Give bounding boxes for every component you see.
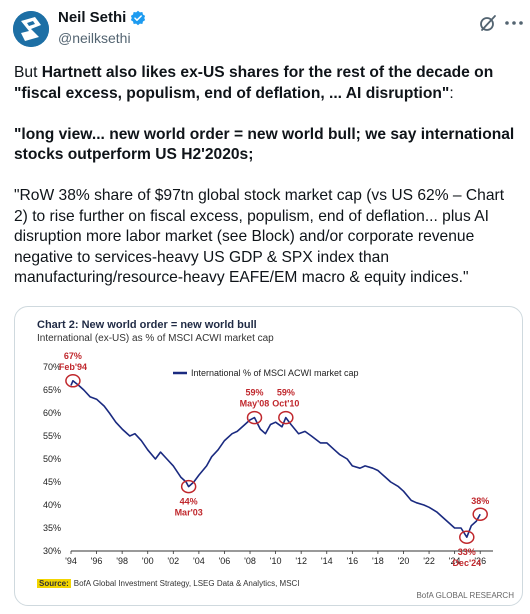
- chart-image-card[interactable]: Chart 2: New world order = new world bul…: [14, 306, 523, 606]
- y-tick-label: 70%: [43, 362, 61, 372]
- author-name[interactable]: Neil Sethi: [58, 9, 127, 26]
- chart-subtitle: International (ex-US) as % of MSCI ACWI …: [37, 333, 274, 344]
- y-tick-label: 50%: [43, 454, 61, 464]
- annotation-value: 38%: [471, 496, 489, 506]
- annotation-value: 59%: [245, 388, 263, 398]
- x-tick-label: '04: [193, 556, 205, 566]
- annotation-circle: [278, 410, 294, 425]
- x-tick-label: '16: [346, 556, 358, 566]
- x-tick-label: '24: [449, 556, 461, 566]
- verified-badge-icon: [131, 10, 146, 25]
- y-tick-label: 30%: [43, 546, 61, 556]
- y-tick-label: 60%: [43, 408, 61, 418]
- annotation-value: 59%: [277, 388, 295, 398]
- y-tick-label: 45%: [43, 477, 61, 487]
- annotation-circle: [246, 410, 263, 425]
- y-tick-label: 65%: [43, 385, 61, 395]
- annotation-date: Dec'24: [452, 558, 481, 568]
- annotation-value: 33%: [458, 547, 476, 557]
- tweet-paragraph-1: But Hartnett also likes ex-US shares for…: [14, 63, 522, 104]
- source-label: Source:: [37, 579, 71, 588]
- y-tick-label: 55%: [43, 431, 61, 441]
- x-tick-label: '06: [219, 556, 231, 566]
- chart-credit: BofA GLOBAL RESEARCH: [416, 591, 514, 600]
- annotation-date: Oct'10: [272, 399, 299, 409]
- more-options-icon[interactable]: [504, 20, 524, 26]
- tweet-paragraph-3: "RoW 38% share of $97tn global stock mar…: [14, 187, 509, 286]
- author-name-row[interactable]: Neil Sethi: [58, 9, 146, 26]
- series-line: [70, 380, 481, 538]
- avatar[interactable]: [13, 11, 49, 47]
- annotation-date: May'08: [240, 399, 270, 409]
- x-tick-label: '94: [65, 556, 77, 566]
- annotation-circle: [180, 479, 197, 494]
- x-tick-label: '12: [295, 556, 307, 566]
- x-tick-label: '10: [270, 556, 282, 566]
- y-tick-label: 40%: [43, 500, 61, 510]
- x-tick-label: '98: [116, 556, 128, 566]
- annotation-circle: [65, 374, 81, 388]
- annotation-date: Mar'03: [175, 508, 203, 518]
- x-tick-label: '26: [474, 556, 486, 566]
- annotation-circle: [459, 530, 475, 544]
- tweet-p1-bold: Hartnett also likes ex-US shares for the…: [14, 64, 498, 102]
- x-tick-label: '02: [167, 556, 179, 566]
- tweet-paragraph-2: "long view... new world order = new worl…: [14, 125, 519, 164]
- tweet-p1-prefix: But: [14, 64, 42, 81]
- chart-source: Source: BofA Global Investment Strategy,…: [37, 579, 300, 588]
- chart-title: Chart 2: New world order = new world bul…: [37, 319, 257, 331]
- annotation-circle: [472, 507, 488, 521]
- x-tick-label: '20: [398, 556, 410, 566]
- tweet-p1-suffix: :: [449, 84, 454, 102]
- x-tick-label: '18: [372, 556, 384, 566]
- annotation-value: 67%: [64, 351, 82, 361]
- source-text: BofA Global Investment Strategy, LSEG Da…: [73, 579, 300, 588]
- grok-icon[interactable]: [478, 13, 498, 33]
- annotation-value: 44%: [180, 497, 198, 507]
- avatar-logo-icon: [13, 11, 49, 47]
- y-tick-label: 35%: [43, 523, 61, 533]
- x-tick-label: '08: [244, 556, 256, 566]
- x-tick-label: '14: [321, 556, 333, 566]
- tweet-text: But Hartnett also likes ex-US shares for…: [14, 63, 522, 309]
- author-handle[interactable]: @neilksethi: [58, 30, 131, 46]
- annotation-date: Feb'94: [59, 362, 87, 372]
- x-tick-label: '96: [91, 556, 103, 566]
- x-tick-label: '00: [142, 556, 154, 566]
- x-tick-label: '22: [423, 556, 435, 566]
- legend-label: International % of MSCI ACWI market cap: [191, 368, 359, 378]
- line-chart: 30% 35% 40% 45% 50% 55% 60% 65% 70% '94 '96 '98 '00 '…: [43, 351, 493, 568]
